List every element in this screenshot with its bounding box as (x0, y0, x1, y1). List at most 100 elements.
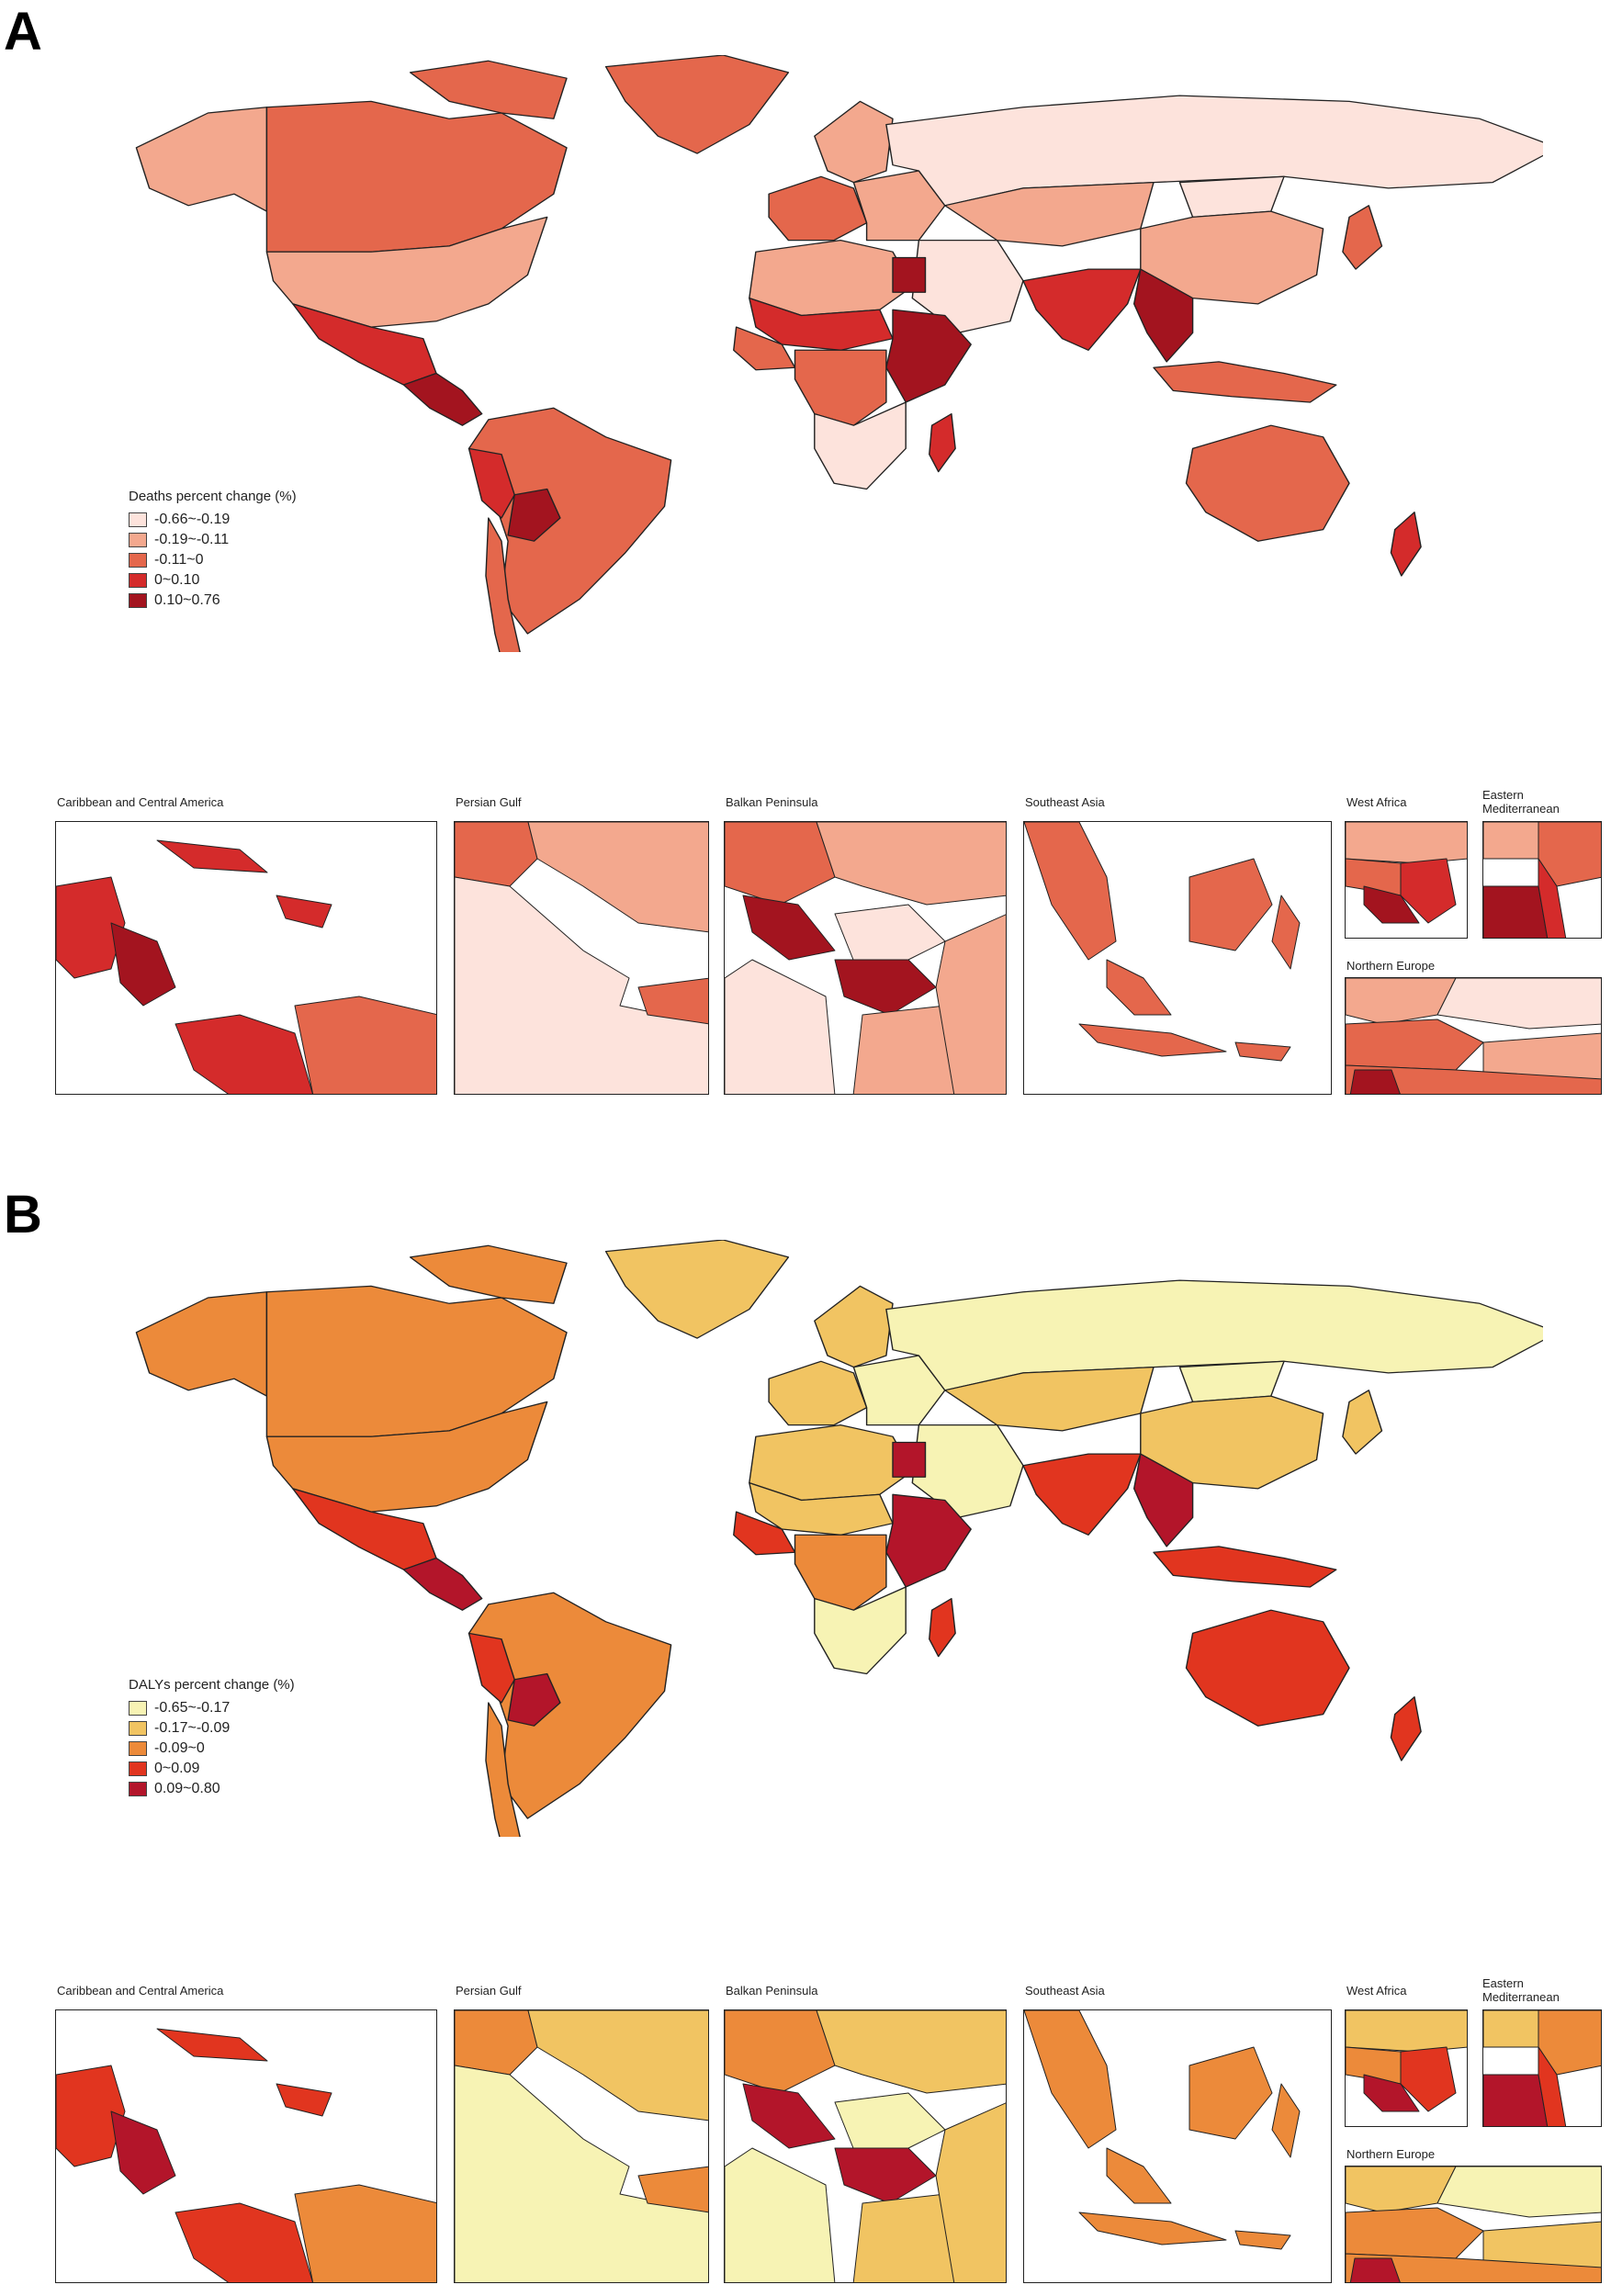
inset-region (1538, 858, 1567, 938)
region-greenland (604, 1239, 790, 1339)
region-north-america (265, 1285, 568, 1437)
legend-swatch (129, 1721, 147, 1736)
legend-row: 0~0.09 (129, 1759, 295, 1779)
inset-region (742, 895, 836, 961)
region-north-america (265, 100, 568, 253)
inset-map-southeast-asia-b (1023, 2009, 1332, 2283)
legend-swatch (129, 1701, 147, 1716)
inset-region (1346, 1064, 1601, 1094)
inset-region (742, 2083, 836, 2149)
legend-swatch (129, 553, 147, 568)
inset-map-west-africa-a (1345, 821, 1468, 939)
inset-region (1538, 2046, 1567, 2126)
region-scandinavia (814, 100, 894, 184)
inset-region (1400, 2046, 1457, 2112)
inset-region (1106, 959, 1172, 1016)
inset-region (852, 2193, 955, 2282)
inset-label-west-africa-b: West Africa (1346, 1984, 1407, 1998)
legend-b: DALYs percent change (%) -0.65~-0.17 -0.… (129, 1677, 295, 1799)
inset-map-persian-gulf-b (454, 2009, 709, 2283)
region-southeast-asia (1132, 1453, 1194, 1548)
inset-map-eastern-med-b (1482, 2009, 1602, 2127)
legend-row: -0.65~-0.17 (129, 1698, 295, 1718)
region-southern-africa (814, 401, 907, 490)
inset-region (1349, 2257, 1401, 2282)
inset-region (1538, 822, 1601, 887)
legend-swatch (129, 593, 147, 608)
inset-region (834, 2147, 937, 2204)
legend-label: 0.10~0.76 (154, 592, 220, 608)
inset-region (935, 914, 1006, 1094)
inset-region (1271, 2083, 1301, 2158)
inset-map-caribbean-b (55, 2009, 437, 2283)
region-east-africa (885, 1493, 972, 1588)
inset-region (175, 1014, 313, 1094)
legend-label: -0.65~-0.17 (154, 1700, 231, 1716)
legend-a: Deaths percent change (%) -0.66~-0.19 -0… (129, 489, 297, 611)
inset-label-southeast-asia-b: Southeast Asia (1025, 1984, 1105, 1998)
inset-region (1482, 2221, 1601, 2268)
inset-region (637, 977, 708, 1025)
inset-region (455, 822, 538, 887)
inset-region (1234, 1041, 1291, 1062)
inset-map-persian-gulf-a (454, 821, 709, 1095)
region-sahel (749, 297, 894, 351)
region-india (1022, 1453, 1142, 1536)
region-russia (885, 95, 1559, 207)
region-west-africa (733, 1511, 796, 1556)
legend-swatch (129, 533, 147, 547)
inset-region (816, 2010, 1006, 2094)
region-north-africa (749, 239, 914, 317)
inset-region (276, 2083, 332, 2117)
inset-region (1024, 822, 1117, 961)
inset-region (455, 2010, 538, 2076)
inset-region (1271, 895, 1301, 970)
region-usa (265, 1401, 548, 1513)
legend-label: 0~0.09 (154, 1761, 200, 1776)
inset-map-northern-europe-b (1345, 2166, 1602, 2283)
inset-region (1482, 1032, 1601, 1080)
inset-region (156, 839, 268, 873)
region-indonesia (1153, 361, 1337, 403)
inset-region (1346, 2010, 1467, 2053)
region-alaska (135, 107, 268, 212)
region-bolivia (507, 1672, 561, 1727)
inset-region (1483, 822, 1539, 860)
inset-region (1400, 858, 1457, 924)
region-middle-east (911, 1424, 1024, 1519)
legend-swatch (129, 512, 147, 527)
inset-label-persian-gulf-a: Persian Gulf (456, 795, 522, 809)
inset-region (294, 2184, 436, 2282)
inset-label-west-africa-a: West Africa (1346, 795, 1407, 809)
inset-region (834, 904, 946, 961)
inset-label-eastern-med-b: Eastern Mediterranean (1482, 1976, 1560, 2004)
region-middle-east (911, 239, 1024, 334)
inset-region (527, 822, 708, 933)
region-japan (1342, 1390, 1383, 1455)
inset-label-persian-gulf-b: Persian Gulf (456, 1984, 522, 1998)
inset-region (725, 2147, 836, 2282)
inset-region (110, 922, 176, 1007)
region-central-america (402, 372, 483, 426)
inset-region (637, 2166, 708, 2213)
inset-region (1349, 1069, 1401, 1094)
legend-swatch (129, 1741, 147, 1756)
world-map-b (110, 1239, 1559, 1872)
inset-region (1346, 2253, 1601, 2282)
inset-region (1189, 2046, 1273, 2140)
region-central-africa (794, 349, 887, 426)
region-alaska (135, 1291, 268, 1397)
inset-region (175, 2202, 313, 2282)
region-north-africa (749, 1424, 914, 1502)
legend-swatch (129, 573, 147, 588)
region-east-africa (885, 309, 972, 403)
inset-region (1346, 822, 1467, 864)
inset-map-balkan-a (724, 821, 1007, 1095)
inset-region (527, 2010, 708, 2122)
region-greenland (604, 54, 790, 154)
region-indonesia (1153, 1546, 1337, 1588)
region-canada-arctic (409, 1244, 568, 1304)
inset-map-eastern-med-a (1482, 821, 1602, 939)
legend-row: 0.10~0.76 (129, 591, 297, 611)
inset-region (725, 959, 836, 1094)
